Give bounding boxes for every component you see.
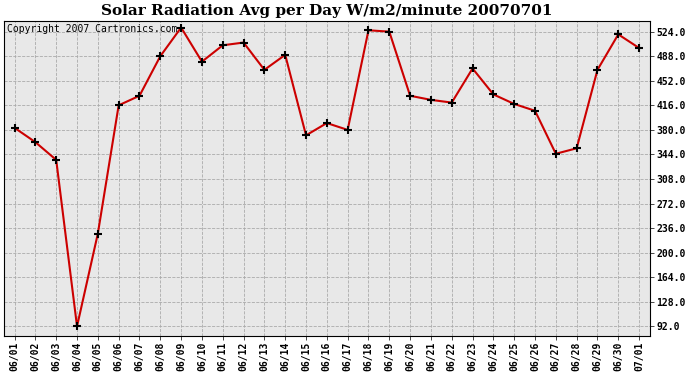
Text: Copyright 2007 Cartronics.com: Copyright 2007 Cartronics.com [8,24,178,34]
Title: Solar Radiation Avg per Day W/m2/minute 20070701: Solar Radiation Avg per Day W/m2/minute … [101,4,553,18]
